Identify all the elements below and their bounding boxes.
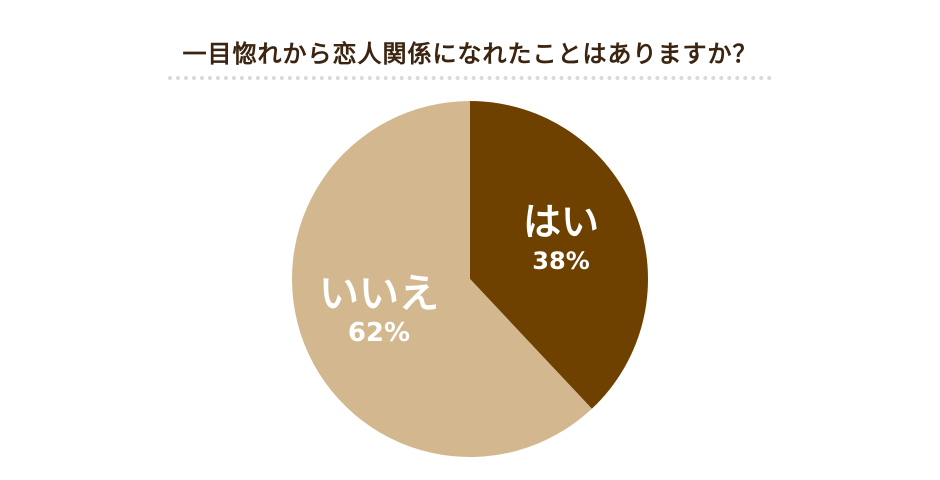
- title-divider: [168, 76, 772, 80]
- chart-title: 一目惚れから恋人関係になれたことはありますか？: [182, 40, 758, 68]
- pie-slice-no: [292, 101, 592, 457]
- slice-value-yes: 38%: [532, 247, 589, 275]
- slice-value-no: 62%: [348, 318, 410, 348]
- slice-label-no: いいえ: [319, 271, 439, 317]
- pie-slice-yes: [470, 101, 648, 409]
- slice-label-yes: はい: [523, 200, 599, 244]
